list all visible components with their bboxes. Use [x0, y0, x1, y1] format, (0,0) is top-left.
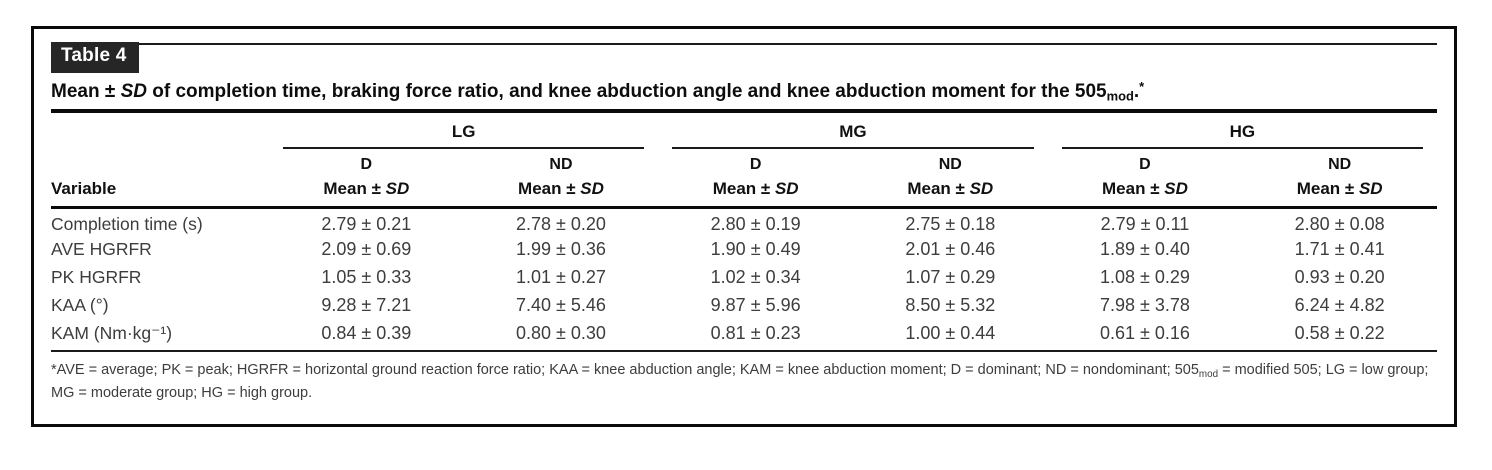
value-cell: 1.90 ± 0.49: [710, 238, 801, 259]
value-cell: 1.99 ± 0.36: [516, 238, 606, 259]
stat-header-4: Mean ± SD: [852, 175, 1048, 209]
title-subscript-mod: mod: [1106, 88, 1134, 104]
value-cell: 7.40 ± 5.46: [516, 294, 606, 315]
value-cell: 2.09 ± 0.69: [321, 238, 412, 259]
top-rule: [139, 43, 1437, 45]
stat-header-1: Mean ± SD: [269, 175, 464, 209]
variable-cell: Completion time (s): [51, 214, 203, 235]
value-cell: 1.07 ± 0.29: [905, 266, 996, 287]
footnote-subscript-mod: mod: [1198, 369, 1219, 381]
value-cell: 0.80 ± 0.30: [516, 322, 606, 343]
table-panel: Table 4 Mean ± SD of completion time, br…: [31, 26, 1457, 427]
limb-header-mg-d: D: [749, 156, 762, 174]
stat-header-5: Mean ± SD: [1047, 175, 1243, 209]
value-cell: 1.05 ± 0.33: [321, 266, 412, 287]
value-cell: 1.71 ± 0.41: [1294, 238, 1385, 259]
value-cell: 2.80 ± 0.19: [710, 214, 801, 235]
group-header-row: LG MG HG: [51, 115, 1437, 150]
value-cell: 9.28 ± 7.21: [321, 294, 412, 315]
value-cell: 0.84 ± 0.39: [321, 322, 412, 343]
title-asterisk: *: [1139, 79, 1145, 94]
title-period: .: [1133, 80, 1140, 102]
table-title: Mean ± SD of completion time, braking fo…: [51, 79, 1437, 103]
footnote-divider-rule: [51, 350, 1437, 353]
value-cell: 1.08 ± 0.29: [1099, 266, 1190, 287]
limb-header-row: D ND D ND D ND: [51, 149, 1437, 175]
value-cell: 2.75 ± 0.18: [905, 214, 996, 235]
limb-header-lg-nd: ND: [549, 156, 573, 174]
value-cell: 2.78 ± 0.20: [516, 214, 606, 235]
footnote: *AVE = average; PK = peak; HGRFR = horiz…: [51, 360, 1437, 404]
limb-header-spacer: [51, 149, 269, 175]
table-row-kam: KAM (Nm·kg⁻¹) 0.84 ± 0.39 0.80 ± 0.30 0.…: [51, 319, 1437, 347]
table-row-pk-hgrfr: PK HGRFR 1.05 ± 0.33 1.01 ± 0.27 1.02 ± …: [51, 263, 1437, 291]
footnote-prefix: *AVE = average; PK = peak; HGRFR = horiz…: [51, 362, 1199, 379]
limb-header-hg-d: D: [1139, 156, 1151, 174]
table-row-completion-time: Completion time (s) 2.79 ± 0.21 2.78 ± 0…: [51, 207, 1437, 235]
title-divider-rule: [51, 109, 1437, 114]
table-row-ave-hgrfr: AVE HGRFR 2.09 ± 0.69 1.99 ± 0.36 1.90 ±…: [51, 235, 1437, 263]
stat-header-row: Variable Mean ± SD Mean ± SD Mean ± SD M…: [51, 175, 1437, 209]
title-sd: SD: [120, 80, 147, 102]
group-label-mg: MG: [839, 122, 867, 142]
stat-header-3: Mean ± SD: [658, 175, 853, 209]
value-cell: 2.01 ± 0.46: [905, 238, 996, 259]
title-prefix: Mean ±: [51, 80, 121, 102]
group-header-spacer: [51, 115, 269, 149]
value-cell: 1.02 ± 0.34: [710, 266, 801, 287]
group-header-mg: MG: [658, 115, 1047, 150]
group-label-lg: LG: [451, 122, 476, 142]
variable-cell: KAM (Nm·kg⁻¹): [51, 322, 173, 343]
variable-cell: PK HGRFR: [51, 266, 142, 287]
variable-cell: AVE HGRFR: [51, 238, 152, 259]
stat-header-2: Mean ± SD: [463, 175, 659, 209]
stat-header-6: Mean ± SD: [1242, 175, 1437, 209]
group-header-lg: LG: [269, 115, 658, 150]
variable-column-header: Variable: [51, 175, 269, 209]
value-cell: 0.58 ± 0.22: [1294, 322, 1385, 343]
value-cell: 9.87 ± 5.96: [710, 294, 801, 315]
value-cell: 1.89 ± 0.40: [1099, 238, 1190, 259]
title-body: of completion time, braking force ratio,…: [146, 80, 1107, 102]
variable-cell: KAA (°): [51, 294, 109, 315]
value-cell: 7.98 ± 3.78: [1099, 294, 1190, 315]
value-cell: 1.01 ± 0.27: [516, 266, 606, 287]
limb-header-hg-nd: ND: [1328, 156, 1352, 174]
data-table: LG MG HG D ND D ND D ND Variable M: [51, 115, 1437, 347]
value-cell: 2.79 ± 0.21: [321, 214, 412, 235]
table-label-row: Table 4: [51, 42, 1437, 74]
value-cell: 0.93 ± 0.20: [1294, 266, 1385, 287]
group-header-hg: HG: [1048, 115, 1437, 150]
limb-header-mg-nd: ND: [938, 156, 962, 174]
limb-header-lg-d: D: [360, 156, 373, 174]
value-cell: 8.50 ± 5.32: [905, 294, 996, 315]
value-cell: 0.81 ± 0.23: [710, 322, 801, 343]
footnote-suffix: = modified 505; LG = low group; MG = mod…: [51, 362, 1429, 401]
value-cell: 6.24 ± 4.82: [1294, 294, 1385, 315]
table-row-kaa: KAA (°) 9.28 ± 7.21 7.40 ± 5.46 9.87 ± 5…: [51, 291, 1437, 319]
table-number-label: Table 4: [51, 42, 140, 73]
value-cell: 1.00 ± 0.44: [905, 322, 996, 343]
group-label-hg: HG: [1229, 122, 1256, 142]
value-cell: 2.80 ± 0.08: [1294, 214, 1385, 235]
value-cell: 2.79 ± 0.11: [1100, 214, 1190, 235]
value-cell: 0.61 ± 0.16: [1099, 322, 1190, 343]
